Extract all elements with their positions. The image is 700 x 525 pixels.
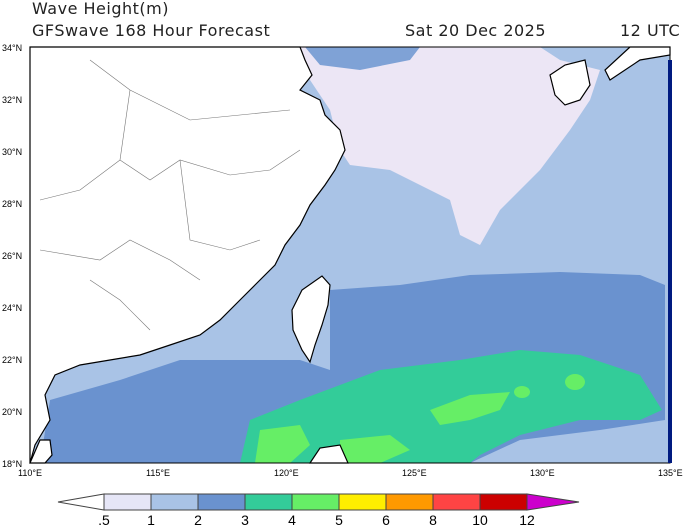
colorbar-label: 5 (335, 512, 343, 525)
map-title: Wave Height(m) (32, 0, 169, 18)
colorbar-swatch (197, 493, 246, 511)
lat-label: 32°N (2, 95, 22, 105)
lat-label: 28°N (2, 199, 22, 209)
colorbar-swatch (385, 493, 434, 511)
lat-label: 18°N (2, 459, 22, 469)
china-mainland (29, 46, 346, 464)
colorbar-swatch (479, 493, 528, 511)
colorbar: .5 1 2 3 4 5 6 8 10 12 (57, 493, 580, 525)
sea-2-3m-north (305, 47, 420, 70)
lon-label: 130°E (530, 468, 555, 478)
colorbar-label: 6 (382, 512, 390, 525)
colorbar-min-arrow (57, 493, 105, 511)
colorbar-label: .5 (98, 512, 110, 525)
forecast-date: Sat 20 Dec 2025 (405, 21, 547, 40)
colorbar-max-arrow (526, 493, 580, 511)
lon-label: 120°E (274, 468, 299, 478)
colorbar-label: 8 (429, 512, 437, 525)
lat-label: 20°N (2, 407, 22, 417)
lon-label: 110°E (18, 468, 42, 478)
colorbar-label: 12 (519, 512, 535, 525)
lat-label: 26°N (2, 251, 22, 261)
colorbar-swatch (150, 493, 199, 511)
east-edge (668, 60, 672, 463)
sea-4-5m-d (565, 374, 585, 390)
sea-layer (30, 47, 670, 463)
colorbar-label: 2 (194, 512, 202, 525)
lat-label: 22°N (2, 355, 22, 365)
lat-label: 24°N (2, 303, 22, 313)
lon-labels: 110°E 115°E 120°E 125°E 130°E 135°E (18, 468, 683, 478)
lon-label: 125°E (402, 468, 427, 478)
sea-4-5m-c (340, 435, 410, 463)
province-borders (39, 59, 301, 331)
sea-4-5m-a (430, 392, 510, 425)
sea-below-1m (300, 47, 600, 245)
forecast-label: GFSwave 168 Hour Forecast (32, 21, 271, 40)
lat-label: 30°N (2, 147, 22, 157)
kyushu (549, 59, 591, 106)
colorbar-label: 1 (147, 512, 155, 525)
colorbar-label: 10 (472, 512, 488, 525)
colorbar-label: 4 (288, 512, 296, 525)
colorbar-label: 3 (241, 512, 249, 525)
colorbar-swatch (432, 493, 481, 511)
lat-label: 34°N (2, 43, 22, 53)
colorbar-swatch (338, 493, 387, 511)
sea-4-5m-e (514, 386, 530, 398)
lon-label: 135°E (658, 468, 683, 478)
colorbar-swatch (291, 493, 340, 511)
forecast-time: 12 UTC (620, 21, 681, 40)
lon-label: 115°E (146, 468, 170, 478)
taiwan (291, 275, 331, 364)
colorbar-swatch (244, 493, 293, 511)
sea-4-5m-b (255, 425, 310, 463)
lat-labels: 34°N 32°N 30°N 28°N 26°N 24°N 22°N 20°N … (2, 43, 22, 469)
colorbar-swatch (103, 493, 152, 511)
